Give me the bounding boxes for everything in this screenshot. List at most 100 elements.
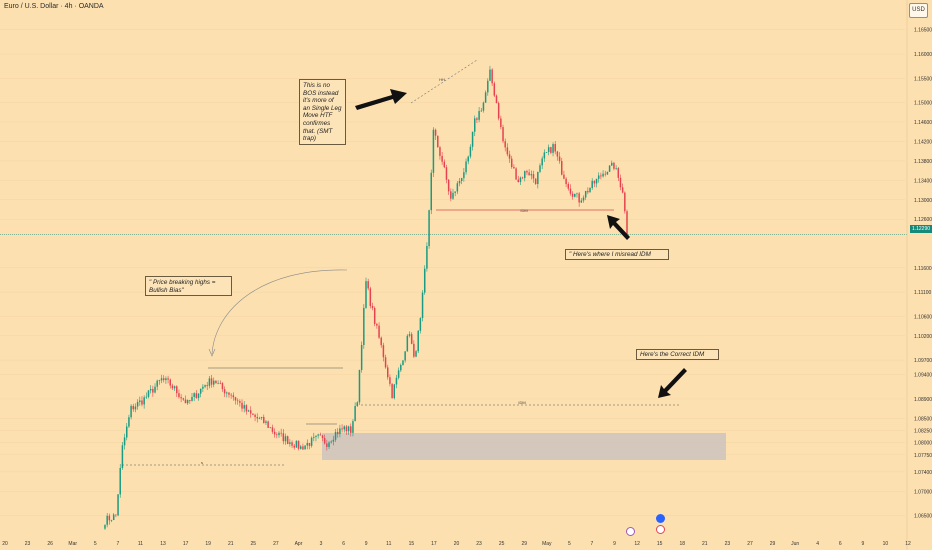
candle-body (582, 197, 585, 201)
candle-body (326, 443, 328, 447)
candle-body (219, 382, 222, 384)
x-tick-label: 4 (816, 541, 819, 547)
x-tick-label: 6 (342, 541, 345, 547)
candle-body (269, 427, 272, 429)
candle-body (369, 288, 372, 306)
candle-body (317, 434, 319, 436)
x-tick-label: 12 (905, 541, 911, 547)
curved-arrow-head (208, 348, 216, 357)
candle-body (526, 171, 528, 173)
candle-body (293, 445, 295, 448)
candle-body (413, 343, 415, 357)
y-tick-label: 1.07750 (914, 453, 932, 459)
candle-body (456, 183, 459, 192)
candle-body (352, 421, 354, 433)
price-axis: 1.16500 1.16000 1.15500 1.15000 1.14600 1.142… (906, 0, 932, 550)
candle-body (600, 175, 602, 177)
candle-body (441, 155, 443, 162)
x-tick-label: 17 (183, 541, 189, 547)
candle-body (319, 434, 322, 436)
x-tick-label: 7 (591, 541, 594, 547)
candle-body (295, 440, 298, 448)
bos-note[interactable]: This is no BOS instead it's more of an S… (299, 79, 346, 145)
candle-body (178, 393, 180, 398)
candle-body (541, 158, 543, 166)
candle-body (393, 384, 396, 399)
candle-body (221, 383, 224, 390)
y-tick-label: 1.09700 (914, 358, 932, 364)
candle-body (524, 171, 526, 179)
candle-body (443, 161, 446, 168)
candle-body (304, 445, 306, 450)
correct-idm-note[interactable]: Here's the Correct IDM (636, 349, 719, 360)
x-tick-label: 5 (568, 541, 571, 547)
candle-body (199, 388, 202, 394)
candle-body (482, 102, 485, 111)
candle-body (367, 281, 369, 289)
flag-icon[interactable] (656, 525, 665, 534)
candle-body (463, 172, 465, 179)
candle-body (343, 426, 345, 430)
y-tick-label: 1.07000 (914, 489, 932, 495)
y-tick-label: 1.06500 (914, 514, 932, 520)
candle-body (423, 268, 426, 293)
candle-body (487, 80, 489, 93)
candle-body (330, 441, 332, 443)
currency-button[interactable]: USD (909, 3, 928, 18)
candle-body (593, 180, 596, 184)
misread-idm-note[interactable]: " Here's where I misread IDM (565, 249, 669, 260)
candle-body (121, 445, 124, 469)
lightning-icon[interactable] (626, 527, 635, 536)
candle-body (332, 439, 335, 442)
x-tick-label: 27 (273, 541, 279, 547)
candle-body (243, 405, 245, 409)
y-tick-label: 1.12600 (914, 217, 932, 223)
candle-body (400, 364, 402, 371)
high-label: HH (439, 77, 445, 82)
candle-body (234, 397, 237, 401)
candle-body (608, 165, 611, 172)
candle-body (415, 351, 417, 357)
candle-body (128, 417, 130, 427)
y-tick-label: 1.08000 (914, 441, 932, 447)
candle-body (213, 380, 215, 385)
candle-body (580, 200, 583, 203)
annotation-overlay: s IDM IDM HH (122, 59, 687, 466)
x-tick-label: 17 (431, 541, 437, 547)
candle-body (508, 154, 511, 159)
candle-body (313, 436, 315, 438)
candle-body (376, 323, 378, 326)
x-tick-label: 9 (861, 541, 864, 547)
candle-body (465, 161, 467, 173)
candle-body (276, 434, 278, 436)
candle-body (328, 442, 330, 447)
x-tick-label: 26 (47, 541, 53, 547)
candle-body (569, 188, 572, 194)
candle-body (162, 378, 165, 381)
candle-body (204, 385, 206, 387)
candle-body (286, 436, 289, 444)
candle-body (280, 432, 282, 434)
bias-note[interactable]: " Price breaking highs = Bullish Bias" (145, 276, 232, 296)
candle-body (193, 393, 195, 397)
x-tick-label: May (542, 541, 552, 547)
curved-arrow (211, 269, 348, 355)
candle-body (186, 399, 189, 404)
candle-body (391, 383, 393, 399)
candle-body (584, 190, 587, 198)
candle-body (395, 377, 398, 385)
y-tick-label: 1.10600 (914, 314, 932, 320)
calendar-icon[interactable] (656, 514, 665, 523)
candle-body (341, 428, 343, 430)
candle-body (176, 386, 178, 394)
candle-body (510, 158, 513, 167)
candle-body (271, 427, 274, 432)
candle-body (387, 367, 389, 378)
candle-body (263, 416, 265, 423)
correct-idm-arrow (658, 368, 687, 398)
bos-arrow (355, 89, 407, 110)
candle-body (310, 437, 313, 446)
candle-body (228, 392, 230, 395)
demand-zone-box[interactable] (322, 433, 726, 460)
